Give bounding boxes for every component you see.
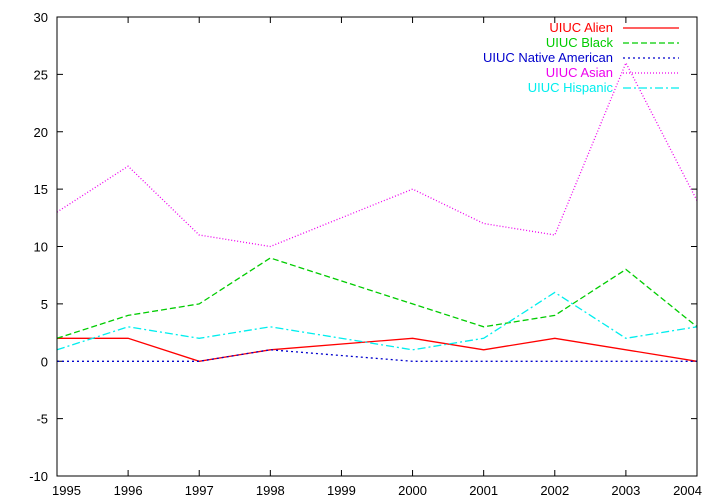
series-line-uiuc-native-american [57, 349, 697, 362]
y-tick-label: 10 [34, 240, 48, 255]
y-tick-label: 25 [34, 67, 48, 82]
x-tick-label: 1997 [185, 483, 214, 498]
series-line-uiuc-alien [57, 337, 698, 362]
y-tick-label: 20 [34, 125, 48, 140]
legend-label: UIUC Black [546, 35, 614, 50]
series-line-uiuc-asian [56, 61, 698, 248]
x-tick-label: 2003 [611, 483, 640, 498]
series-line-uiuc-hispanic [56, 291, 698, 351]
plot-frame [56, 16, 698, 477]
legend-label: UIUC Hispanic [528, 80, 614, 95]
axis-ticks: -10 -5 0 5 10 15 20 25 30 1995 1996 1997 1998 1999 200… [29, 10, 702, 498]
y-tick-label: -5 [36, 412, 48, 427]
x-tick-label: 1998 [256, 483, 285, 498]
legend-label: UIUC Asian [546, 65, 613, 80]
series-lines [56, 61, 698, 362]
y-tick-label: 30 [34, 10, 48, 25]
legend-label: UIUC Alien [549, 20, 613, 35]
x-tick-label: 1996 [114, 483, 143, 498]
legend-label: UIUC Native American [483, 50, 613, 65]
y-tick-label: 5 [41, 297, 48, 312]
x-tick-label: 2002 [540, 483, 569, 498]
x-tick-label: 2000 [398, 483, 427, 498]
x-tick-label: 1995 [52, 483, 81, 498]
x-tick-label: 2001 [469, 483, 498, 498]
y-tick-label: 0 [41, 354, 48, 369]
series-line-uiuc-black [56, 257, 698, 339]
y-tick-label: -10 [29, 469, 48, 484]
x-tick-label: 2004 [673, 483, 702, 498]
y-tick-label: 15 [34, 182, 48, 197]
x-tick-label: 1999 [327, 483, 356, 498]
